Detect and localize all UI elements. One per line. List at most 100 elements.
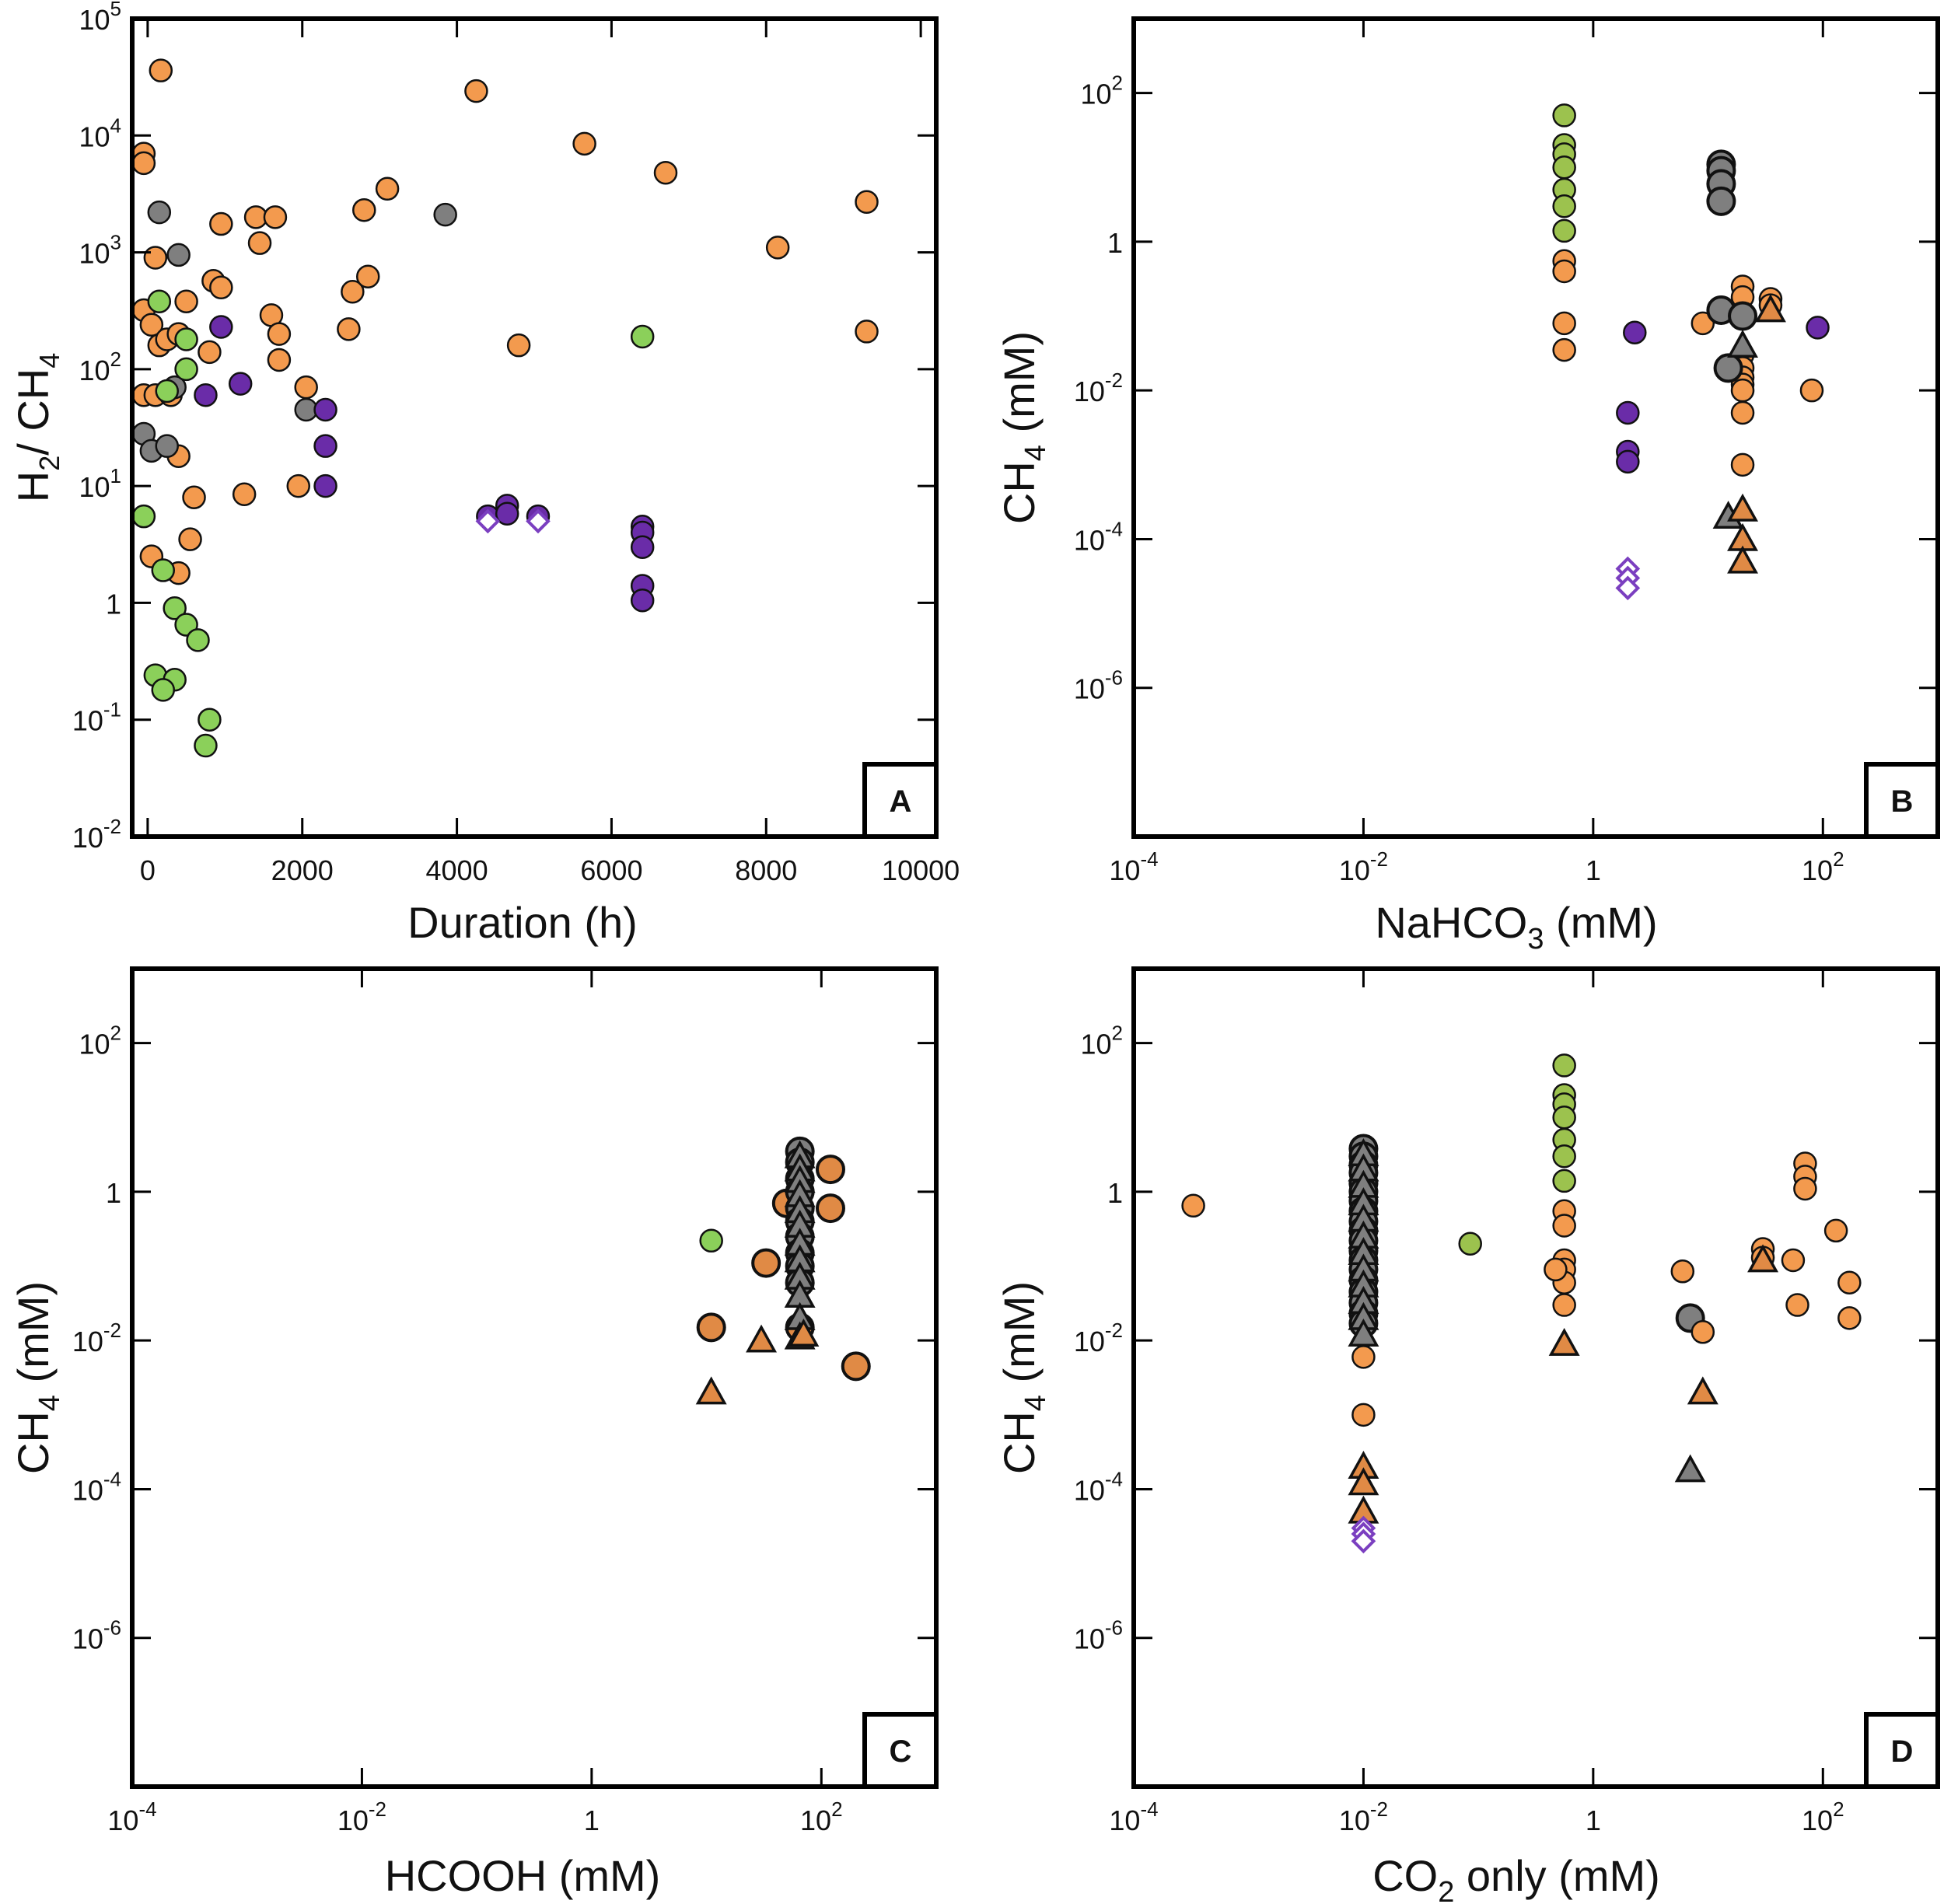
panel-d-marks xyxy=(1181,1053,1862,1554)
panel-b-point-olive xyxy=(1552,194,1576,218)
panel-c-ylabel-unit: (mM) xyxy=(9,1281,58,1395)
xtick-base: 1 xyxy=(1586,1804,1601,1836)
panel-b-point-orange_tri xyxy=(1727,545,1759,574)
panel-a-point-orange xyxy=(198,340,222,365)
ytick-base: 10 xyxy=(79,121,110,152)
panel-d-xlabel-main: CO xyxy=(1372,1851,1438,1900)
panel-d-point-orange xyxy=(1785,1293,1809,1317)
panel-b-xtick-label: 10-4 xyxy=(1109,847,1158,886)
panel-a-point-orange xyxy=(143,246,168,270)
panel-d-ytick-label: 10-6 xyxy=(1074,1616,1123,1655)
panel-d-point-olive xyxy=(1552,1106,1576,1130)
ytick-exp: -1 xyxy=(103,698,121,721)
panel-a-point-orange xyxy=(267,348,292,372)
panel-a-tag-box xyxy=(862,762,939,839)
panel-a-point-orange xyxy=(341,280,365,304)
panel-c-ytick-label: 10-4 xyxy=(72,1467,121,1506)
panel-c-point-orange xyxy=(751,1248,781,1278)
panel-a-point-orange xyxy=(375,176,400,201)
panel-d-ylabel-unit: (mM) xyxy=(995,1281,1044,1395)
panel-a-point-gray xyxy=(166,243,191,267)
panel-d-xlabel-unit: only (mM) xyxy=(1454,1851,1659,1900)
panel-a-point-green xyxy=(186,628,210,652)
panel-b-tag-box xyxy=(1864,762,1940,839)
xtick-base: 10 xyxy=(1109,1804,1140,1836)
panel-a-point-orange xyxy=(263,205,288,229)
panel-b-point-orange xyxy=(1552,259,1576,284)
panel-b-point-purple xyxy=(1616,449,1640,474)
panel-b-frame xyxy=(1131,16,1940,839)
xtick-base: 10 xyxy=(337,1804,369,1836)
xtick-base: 1 xyxy=(584,1804,600,1836)
panel-a-tag: A xyxy=(890,784,912,819)
ytick-base: 10 xyxy=(79,471,110,503)
panel-a-point-orange xyxy=(765,236,790,260)
panel-a-point-orange xyxy=(139,313,164,337)
panel-d-point-orange xyxy=(1351,1403,1376,1427)
ytick-exp: 4 xyxy=(110,114,121,137)
panel-d-tag-box xyxy=(1864,1712,1940,1789)
panel-d-ytick-label: 1 xyxy=(1107,1177,1123,1209)
ytick-exp: -4 xyxy=(1105,1467,1123,1490)
panel-a-point-purple xyxy=(194,383,218,407)
panel-d-point-olive xyxy=(1552,1144,1576,1169)
panel-a-ylabel-slash: / CH xyxy=(9,369,58,456)
xtick-exp: -4 xyxy=(138,1797,156,1821)
panel-c-xtick-label: 102 xyxy=(800,1797,843,1836)
panel-a-point-orange xyxy=(855,320,879,344)
panel-c-xlabel: HCOOH (mM) xyxy=(385,1851,661,1900)
ytick-base: 10 xyxy=(1080,1029,1111,1060)
ytick-base: 10 xyxy=(79,1029,110,1060)
panel-d-ytick-label: 10-4 xyxy=(1074,1467,1123,1506)
panel-d-xtick-label: 102 xyxy=(1802,1797,1844,1836)
panel-a-ytick-label: 103 xyxy=(79,231,121,270)
panel-b-ytick-label: 102 xyxy=(1080,72,1123,110)
panel-a-point-orange xyxy=(294,375,318,400)
ytick-exp: -6 xyxy=(103,1616,121,1640)
xtick-base: 10 xyxy=(800,1804,831,1836)
panel-a-point-green xyxy=(155,379,179,404)
panel-d-point-orange_tri xyxy=(1747,1244,1779,1273)
panel-d-xtick-label: 10-2 xyxy=(1339,1797,1388,1836)
panel-b-ylabel-main: CH xyxy=(995,461,1044,524)
panel-b-point-gray xyxy=(1713,353,1743,383)
xtick-base: 10 xyxy=(1339,1804,1370,1836)
panel-b-xtick-label: 1 xyxy=(1586,854,1601,886)
xtick-exp: -2 xyxy=(1370,1797,1388,1821)
panel-b-marks xyxy=(1552,103,1830,601)
panel-a-ytick-label: 10-1 xyxy=(72,698,121,737)
panel-a-point-orange xyxy=(182,485,206,509)
panel-a-point-orange xyxy=(855,190,879,214)
panel-a-ylabel-sub4: 4 xyxy=(33,353,65,369)
panel-a-point-green xyxy=(198,707,222,732)
panel-b-xtick-label: 10-2 xyxy=(1339,847,1388,886)
ytick-base: 10 xyxy=(72,705,103,737)
panel-a-xtick-label: 6000 xyxy=(580,854,642,886)
panel-d-point-gray_tri xyxy=(1674,1454,1706,1483)
panel-c-point-green xyxy=(699,1228,723,1253)
panel-b-point-orange_tri xyxy=(1754,294,1786,323)
ytick-base: 10 xyxy=(1074,376,1105,407)
panel-a-point-green xyxy=(174,327,198,351)
panel-b-point-orange_tri xyxy=(1727,493,1759,522)
panel-b-point-gray xyxy=(1728,301,1758,331)
panel-a-point-orange xyxy=(267,322,292,346)
panel-a-point-green xyxy=(163,596,187,620)
panel-a-point-orange xyxy=(209,211,233,236)
panel-b-xlabel-unit: (mM) xyxy=(1544,898,1658,947)
xtick-base: 10 xyxy=(1802,854,1833,886)
ytick-exp: -2 xyxy=(103,1319,121,1342)
ytick-exp: 2 xyxy=(110,1022,121,1045)
panel-d-point-orange xyxy=(1837,1270,1862,1295)
panel-d-point-orange xyxy=(1181,1193,1205,1218)
panel-d-xlabel-sub: 2 xyxy=(1438,1876,1454,1904)
panel-a-point-purple xyxy=(313,473,337,498)
panel-c-xtick-label: 10-4 xyxy=(107,1797,156,1836)
panel-c-tag-box xyxy=(862,1712,939,1789)
panel-c-ytick-label: 1 xyxy=(106,1177,121,1209)
panel-a-point-orange xyxy=(178,527,202,551)
panel-a-xtick-label: 8000 xyxy=(735,854,797,886)
panel-a-point-orange xyxy=(149,58,173,82)
panel-c-point-orange_tri xyxy=(695,1376,727,1405)
panel-a-point-orange xyxy=(572,131,596,156)
